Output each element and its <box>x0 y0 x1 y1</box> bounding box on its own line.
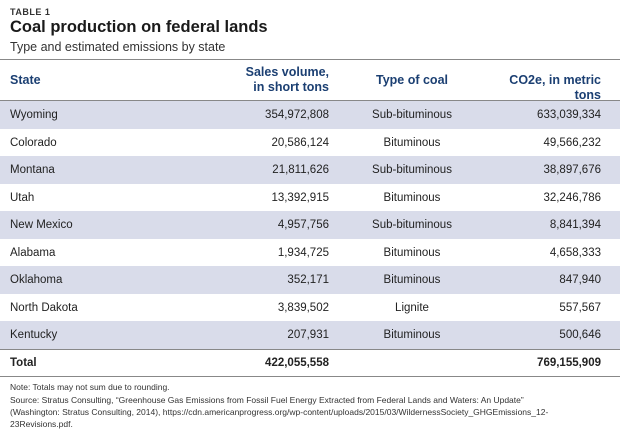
table-row: Alabama 1,934,725 Bituminous 4,658,333 <box>0 239 620 267</box>
cell-type: Sub-bituminous <box>372 219 452 231</box>
cell-co2: 633,039,334 <box>537 109 601 121</box>
table-body: Wyoming 354,972,808 Sub-bituminous 633,0… <box>0 101 620 349</box>
source-line: 23Revisions.pdf. <box>10 419 73 429</box>
table-title: Coal production on federal lands <box>10 18 268 36</box>
cell-state: Kentucky <box>10 329 58 341</box>
cell-state: Oklahoma <box>10 274 63 286</box>
cell-type: Bituminous <box>383 136 441 149</box>
header-type-of-coal: Type of coal <box>375 73 448 87</box>
cell-state: Wyoming <box>10 109 58 121</box>
header-state: State <box>10 73 41 87</box>
table-note: Note: Totals may not sum due to rounding… <box>10 382 170 392</box>
cell-sales: 4,957,756 <box>277 219 329 231</box>
table-row: Oklahoma 352,171 Bituminous 847,940 <box>0 266 620 294</box>
header-sales-line2: in short tons <box>253 80 329 94</box>
cell-state: Montana <box>10 164 55 176</box>
table-subtitle: Type and estimated emissions by state <box>10 40 226 54</box>
cell-co2: 4,658,333 <box>549 246 601 259</box>
cell-type: Bituminous <box>383 191 441 204</box>
table-header: State Sales volume, in short tons Type o… <box>0 59 620 102</box>
cell-state: Alabama <box>10 246 56 259</box>
table-row: Utah 13,392,915 Bituminous 32,246,786 <box>0 184 620 212</box>
cell-type: Sub-bituminous <box>372 109 452 121</box>
cell-type: Bituminous <box>383 274 441 286</box>
cell-sales: 354,972,808 <box>265 109 329 121</box>
table-row: New Mexico 4,957,756 Sub-bituminous 8,84… <box>0 211 620 239</box>
total-label: Total <box>10 357 37 369</box>
cell-sales: 20,586,124 <box>271 136 329 149</box>
cell-co2: 557,567 <box>559 301 601 314</box>
cell-sales: 1,934,725 <box>277 246 329 259</box>
cell-co2: 32,246,786 <box>543 191 601 204</box>
cell-state: North Dakota <box>10 301 78 314</box>
header-sales-volume: Sales volume, in short tons <box>215 65 329 95</box>
cell-type: Sub-bituminous <box>372 164 452 176</box>
source-line: (Washington: Stratus Consulting, 2014), … <box>10 407 549 417</box>
cell-state: Utah <box>10 191 35 204</box>
header-sales-line1: Sales volume, <box>245 65 329 79</box>
cell-co2: 847,940 <box>559 274 601 286</box>
table-row: North Dakota 3,839,502 Lignite 557,567 <box>0 294 620 322</box>
cell-state: New Mexico <box>10 219 73 231</box>
total-sales: 422,055,558 <box>265 357 329 369</box>
cell-co2: 38,897,676 <box>543 164 601 176</box>
table-label: TABLE 1 <box>10 7 51 17</box>
cell-type: Bituminous <box>383 329 441 341</box>
header-co2e: CO2e, in metric tons <box>509 73 601 102</box>
total-co2: 769,155,909 <box>537 357 601 369</box>
table-row: Colorado 20,586,124 Bituminous 49,566,23… <box>0 129 620 157</box>
total-row: Total 422,055,558 769,155,909 <box>0 349 620 377</box>
table-row: Montana 21,811,626 Sub-bituminous 38,897… <box>0 156 620 184</box>
cell-type: Lignite <box>395 301 429 314</box>
cell-sales: 13,392,915 <box>271 191 329 204</box>
table-row: Kentucky 207,931 Bituminous 500,646 <box>0 321 620 349</box>
cell-co2: 8,841,394 <box>549 219 601 231</box>
cell-state: Colorado <box>10 136 57 149</box>
source-line: Source: Stratus Consulting, “Greenhouse … <box>10 395 524 405</box>
cell-co2: 49,566,232 <box>543 136 601 149</box>
cell-sales: 352,171 <box>287 274 329 286</box>
cell-sales: 207,931 <box>287 329 329 341</box>
table-source: Source: Stratus Consulting, “Greenhouse … <box>10 394 614 430</box>
cell-co2: 500,646 <box>559 329 601 341</box>
cell-sales: 21,811,626 <box>272 164 329 176</box>
cell-sales: 3,839,502 <box>277 301 329 314</box>
cell-type: Bituminous <box>383 246 441 259</box>
table-row: Wyoming 354,972,808 Sub-bituminous 633,0… <box>0 101 620 129</box>
